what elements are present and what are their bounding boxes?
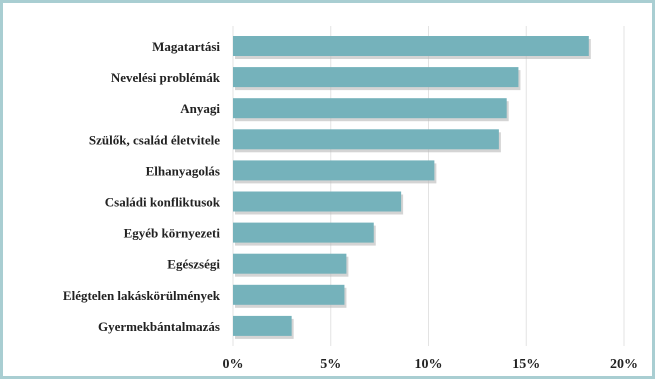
x-tick-label: 0% bbox=[223, 357, 244, 372]
x-tick-label: 5% bbox=[320, 357, 341, 372]
category-label: Családi konfliktusok bbox=[105, 195, 221, 210]
category-label: Egészségi bbox=[167, 257, 220, 272]
x-tick-label: 20% bbox=[610, 357, 638, 372]
bar bbox=[233, 222, 374, 243]
bar bbox=[233, 253, 347, 274]
category-label: Elégtelen lakáskörülmények bbox=[63, 288, 221, 303]
category-label: Gyermekbántalmazás bbox=[98, 319, 220, 334]
category-label: Egyéb környezeti bbox=[124, 226, 221, 241]
bar bbox=[233, 284, 345, 305]
bar bbox=[233, 315, 292, 336]
bar bbox=[233, 36, 589, 56]
x-tick-label: 15% bbox=[512, 357, 540, 372]
bar bbox=[233, 129, 499, 150]
bar bbox=[233, 98, 507, 119]
category-label: Szülők, család életvitele bbox=[89, 132, 220, 147]
bar bbox=[233, 160, 435, 181]
bar bbox=[233, 191, 402, 212]
x-tick-label: 10% bbox=[415, 357, 443, 372]
category-label: Anyagi bbox=[180, 101, 220, 116]
category-label: Magatartási bbox=[152, 39, 220, 54]
category-label: Nevelési problémák bbox=[111, 70, 221, 85]
bar bbox=[233, 67, 519, 88]
category-label: Elhanyagolás bbox=[146, 163, 220, 178]
